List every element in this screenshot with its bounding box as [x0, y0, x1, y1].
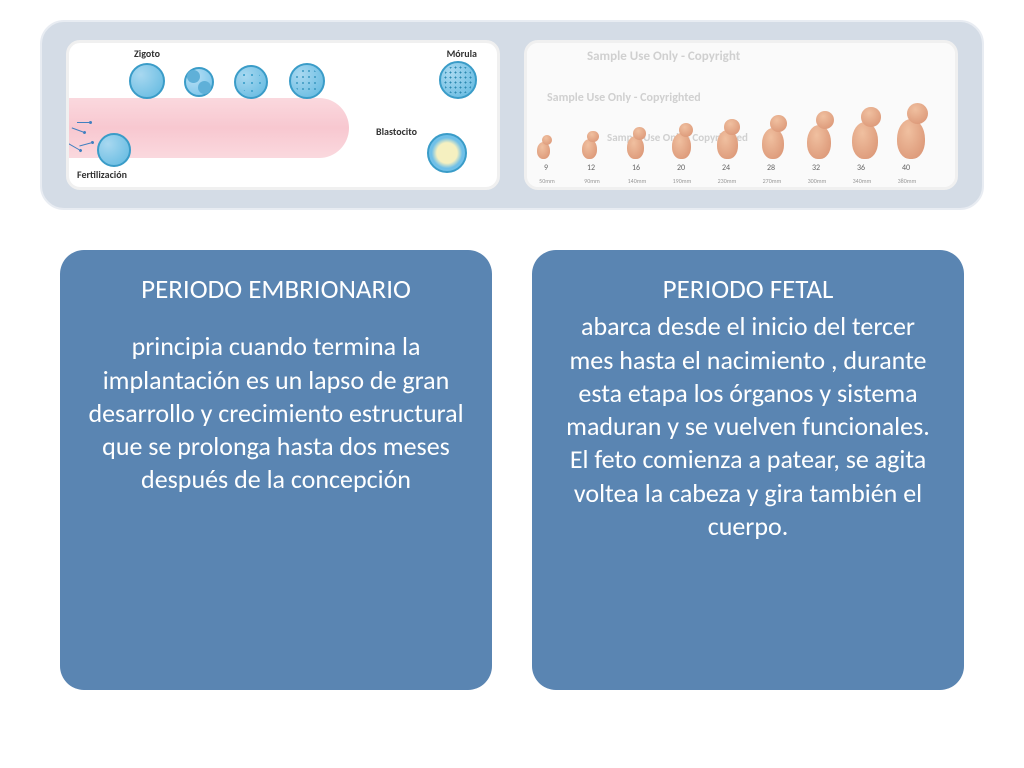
length-label: 50mm [527, 177, 567, 185]
fetus-silhouette [627, 136, 644, 159]
top-images-panel: Zigoto Mórula Blastocito Fertilización [40, 20, 984, 210]
length-label: 190mm [662, 177, 702, 185]
fetus-silhouette [807, 125, 831, 159]
label-morula: Mórula [447, 47, 477, 60]
fetal-growth-image: Sample Use Only - Copyright Sample Use O… [524, 40, 958, 190]
fetus-silhouette [897, 119, 925, 159]
label-fertilizacion: Fertilización [77, 168, 127, 181]
fetus-silhouette [762, 128, 784, 159]
length-label: 140mm [617, 177, 657, 185]
embryonic-period-card: PERIODO EMBRIONARIO principia cuando ter… [60, 250, 492, 690]
watermark-text: Sample Use Only - Copyright [587, 49, 740, 64]
fetus-silhouette [852, 122, 878, 159]
week-number-label: 9 [531, 163, 561, 173]
week-number-label: 36 [846, 163, 876, 173]
week-number-label: 12 [576, 163, 606, 173]
fetal-period-card: PERIODO FETAL abarca desde el inicio del… [532, 250, 964, 690]
label-zigoto: Zigoto [134, 47, 160, 60]
week-number-label: 28 [756, 163, 786, 173]
card-title: PERIODO EMBRIONARIO [88, 274, 464, 306]
week-number-label: 24 [711, 163, 741, 173]
card-body: principia cuando termina la implantación… [88, 330, 464, 496]
fetus-silhouette [582, 139, 597, 159]
info-cards-row: PERIODO EMBRIONARIO principia cuando ter… [40, 250, 984, 690]
length-label: 300mm [797, 177, 837, 185]
length-label: 90mm [572, 177, 612, 185]
length-label: 340mm [842, 177, 882, 185]
embryonic-stages-image: Zigoto Mórula Blastocito Fertilización [66, 40, 500, 190]
fetus-silhouette [537, 142, 550, 159]
label-blastocito: Blastocito [376, 125, 417, 138]
card-body: abarca desde el inicio del tercer mes ha… [560, 310, 936, 543]
watermark-text: Sample Use Only - Copyrighted [547, 91, 701, 105]
fetus-silhouette [672, 133, 691, 159]
length-label: 270mm [752, 177, 792, 185]
length-label: 230mm [707, 177, 747, 185]
card-title: PERIODO FETAL [560, 274, 936, 306]
week-number-label: 16 [621, 163, 651, 173]
week-number-label: 20 [666, 163, 696, 173]
fetus-silhouette [717, 130, 738, 159]
week-number-label: 32 [801, 163, 831, 173]
length-label: 380mm [887, 177, 927, 185]
week-number-label: 40 [891, 163, 921, 173]
